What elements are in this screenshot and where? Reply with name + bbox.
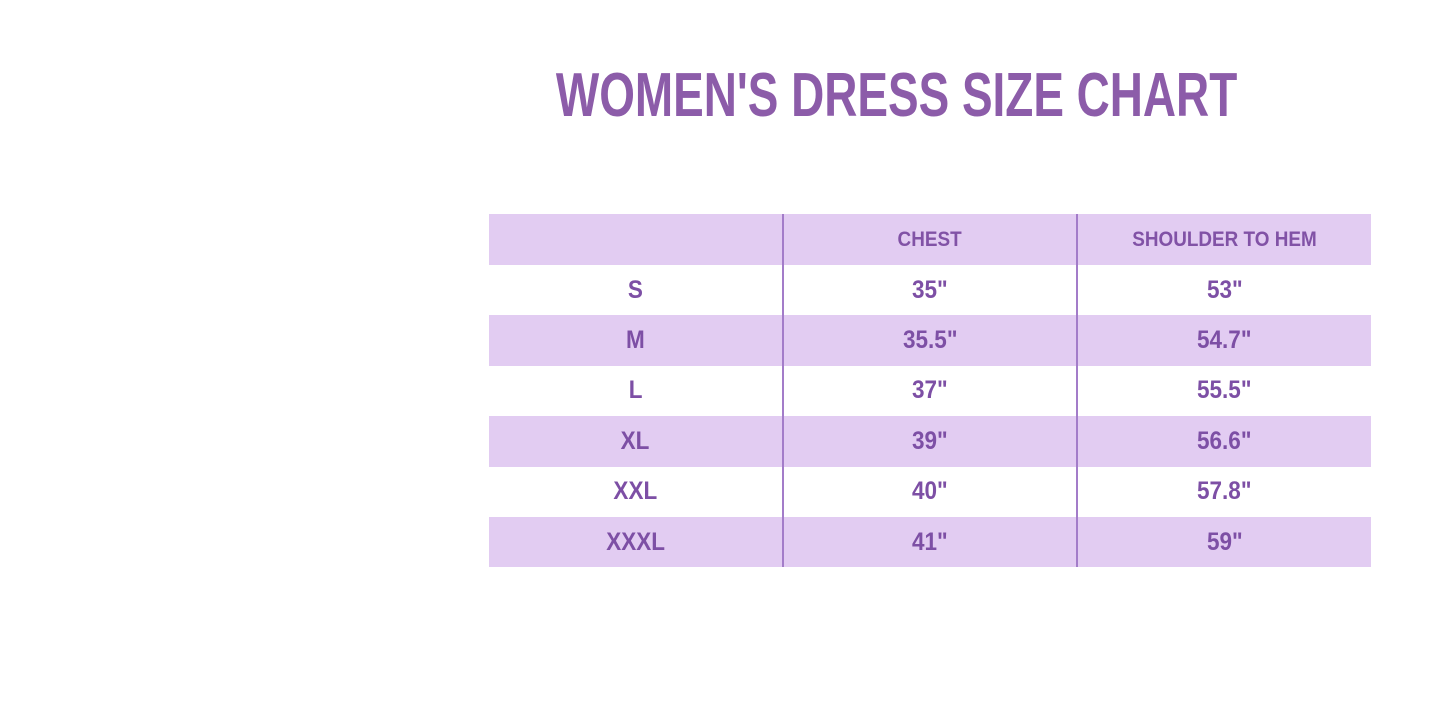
header-cell-shoulder-to-hem: SHOULDER TO HEM (1076, 214, 1371, 265)
chest-cell: 37" (781, 365, 1077, 417)
table-header-row: CHEST SHOULDER TO HEM (489, 214, 1371, 265)
shoulder-to-hem-cell: 59" (1076, 516, 1371, 568)
table-row-s: S 35" 53" (489, 265, 1371, 316)
size-cell: XL (620, 426, 650, 455)
table-row-xxl: XXL 40" 57.8" (489, 466, 1371, 517)
size-cell: S (627, 275, 643, 304)
shoulder-to-hem-cell: 55.5" (1076, 365, 1371, 417)
header-cell-size (489, 214, 782, 265)
chest-cell: 35.5" (781, 315, 1077, 366)
size-cell: XXXL (605, 527, 665, 556)
table-row-xxxl: XXXL 41" 59" (489, 516, 1371, 568)
shoulder-to-hem-cell: 53" (1076, 265, 1371, 316)
size-cell: M (625, 326, 645, 355)
size-cell: L (628, 376, 643, 405)
shoulder-to-hem-cell: 54.7" (1076, 315, 1371, 366)
table-row-m: M 35.5" 54.7" (489, 315, 1371, 366)
size-cell: XXL (613, 477, 658, 506)
chest-cell: 39" (781, 416, 1077, 467)
table-row-xl: XL 39" 56.6" (489, 416, 1371, 467)
shoulder-to-hem-cell: 57.8" (1076, 466, 1371, 517)
page-title: WOMEN'S DRESS SIZE CHART (555, 61, 1238, 130)
chest-cell: 35" (781, 265, 1077, 316)
size-chart-table: CHEST SHOULDER TO HEM S 35" 53" M 35.5" … (489, 214, 1371, 568)
chest-cell: 41" (781, 516, 1077, 568)
table-row-l: L 37" 55.5" (489, 365, 1371, 417)
chest-cell: 40" (781, 466, 1077, 517)
header-cell-chest: CHEST (781, 214, 1077, 265)
shoulder-to-hem-cell: 56.6" (1076, 416, 1371, 467)
